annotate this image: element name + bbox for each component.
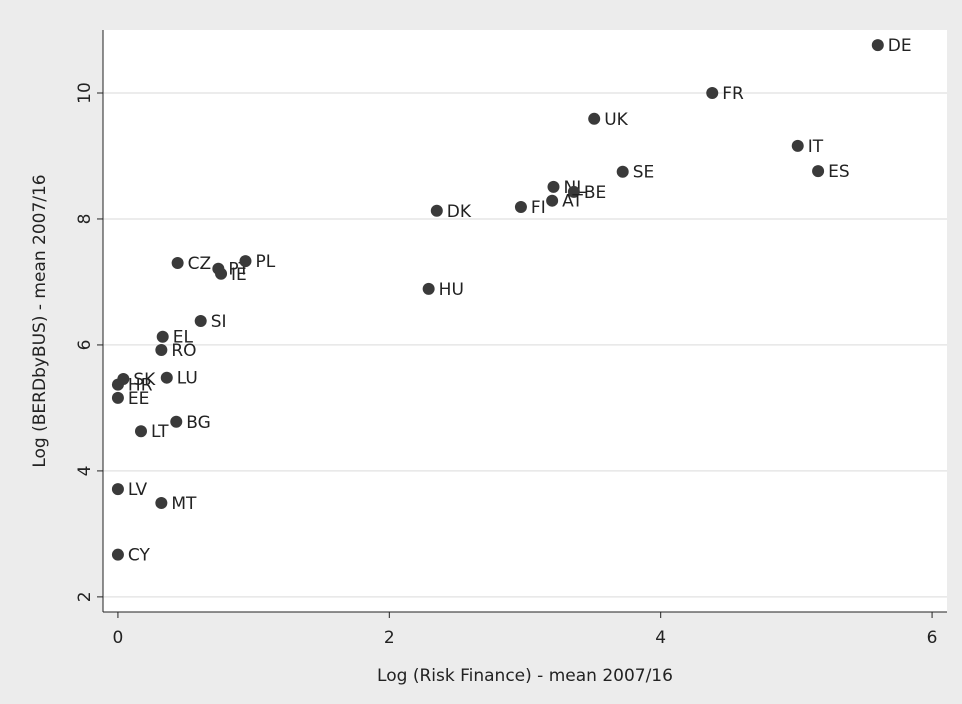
point: [171, 257, 184, 270]
point: [422, 282, 435, 295]
x-tick-label: 2: [384, 628, 395, 648]
point-label: RO: [171, 341, 196, 361]
x-axis-label: Log (Risk Finance) - mean 2007/16: [377, 666, 673, 686]
y-tick-label: 8: [75, 214, 95, 225]
point: [706, 86, 719, 99]
point-label: ES: [828, 162, 850, 182]
point-label: HR: [128, 376, 153, 396]
point: [155, 497, 168, 510]
point-label: BG: [186, 413, 211, 433]
point-label: DK: [447, 202, 472, 222]
point: [156, 330, 169, 343]
point: [616, 165, 629, 178]
point: [791, 139, 804, 152]
point-label: IT: [808, 137, 824, 157]
point-label: FR: [722, 84, 744, 104]
point: [239, 255, 252, 268]
y-tick-label: 4: [75, 465, 95, 476]
point: [111, 391, 124, 404]
point: [871, 39, 884, 52]
point: [430, 204, 443, 217]
point-label: AT: [562, 192, 583, 212]
point: [170, 415, 183, 428]
point-label: UK: [604, 110, 628, 130]
y-tick-label: 10: [75, 82, 95, 104]
point-label: LV: [128, 480, 148, 500]
point: [111, 483, 124, 496]
point: [567, 185, 580, 198]
point: [588, 112, 601, 125]
y-tick-label: 2: [75, 591, 95, 602]
plot-area: [103, 30, 947, 612]
point-label: CY: [128, 546, 151, 566]
point-label: LT: [151, 422, 169, 442]
point: [547, 180, 560, 193]
point: [134, 425, 147, 438]
y-tick-label: 6: [75, 340, 95, 351]
point: [514, 200, 527, 213]
point-label: MT: [171, 494, 197, 514]
point-label: LU: [177, 369, 198, 389]
point: [111, 378, 124, 391]
y-axis-label: Log (BERDbyBUS) - mean 2007/16: [30, 174, 50, 467]
point-label: BE: [584, 183, 606, 203]
point-label: EE: [128, 389, 149, 409]
point-label: IE: [231, 265, 247, 285]
point-label: SI: [211, 312, 227, 332]
point-label: DE: [888, 36, 912, 56]
point: [194, 315, 207, 327]
point-label: FI: [531, 198, 546, 218]
point-label: CZ: [188, 254, 212, 274]
point-label: HU: [439, 280, 464, 300]
x-tick-label: 0: [113, 628, 124, 648]
point: [546, 194, 559, 207]
point: [111, 548, 124, 561]
x-tick-label: 6: [927, 628, 938, 648]
point: [155, 343, 168, 356]
point: [812, 165, 825, 178]
point-label: SK: [133, 370, 156, 390]
x-tick-label: 4: [655, 628, 666, 648]
point-label: PL: [255, 252, 275, 272]
point-label: SE: [633, 163, 655, 183]
point: [215, 267, 228, 280]
point-label: EL: [173, 328, 194, 348]
point: [160, 371, 173, 384]
